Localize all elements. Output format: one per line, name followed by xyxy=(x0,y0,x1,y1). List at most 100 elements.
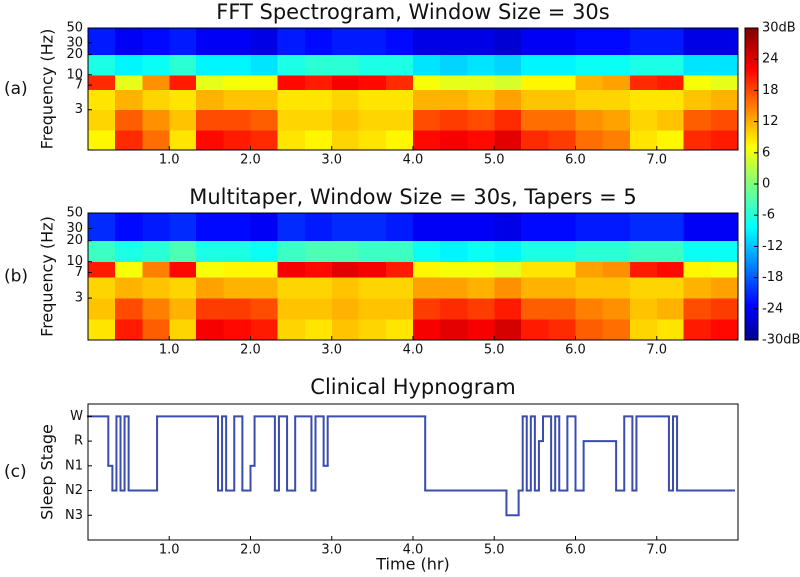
heat-cell xyxy=(277,109,306,131)
heat-cell xyxy=(331,129,360,151)
heat-cell xyxy=(521,89,550,111)
heat-cell xyxy=(656,54,685,76)
heat-cell xyxy=(467,261,495,278)
heat-cell xyxy=(114,74,143,91)
heat-cell xyxy=(250,74,278,91)
heat-cell xyxy=(277,74,306,91)
heat-cell xyxy=(575,319,603,341)
heat-cell xyxy=(223,298,251,320)
heat-cell xyxy=(575,261,603,278)
x-tick-label: 6.0 xyxy=(565,153,586,168)
heat-cell xyxy=(142,54,170,76)
plot-frame xyxy=(87,212,739,341)
heat-cell xyxy=(88,89,116,111)
heat-cell xyxy=(114,319,143,341)
heat-cell xyxy=(656,89,685,111)
heat-cell xyxy=(277,129,306,151)
heat-cell xyxy=(683,240,712,263)
heat-cell xyxy=(683,89,712,111)
heat-cell xyxy=(656,261,685,278)
heat-cell xyxy=(142,28,170,56)
heat-cell xyxy=(304,109,333,131)
heat-cell xyxy=(521,109,550,131)
heat-cell xyxy=(331,74,360,91)
x-tick-label: 3.0 xyxy=(321,343,342,358)
heat-cell xyxy=(277,213,306,242)
heat-cell xyxy=(114,277,143,299)
y-tick-label: 3 xyxy=(75,291,83,306)
heat-cell xyxy=(386,213,414,242)
heat-cell xyxy=(494,213,522,242)
heat-cell xyxy=(304,129,333,151)
heat-cell xyxy=(629,319,658,341)
heat-cell xyxy=(250,54,278,76)
heat-cell xyxy=(331,28,360,56)
heat-cell xyxy=(331,319,360,341)
y-tick-label: N1 xyxy=(65,458,83,473)
heat-cell xyxy=(142,109,170,131)
colorbar-tick-label: 6 xyxy=(762,145,770,160)
heat-cell xyxy=(494,261,522,278)
heat-cell xyxy=(656,213,685,242)
heat-cell xyxy=(439,28,468,56)
y-tick-label: 30 xyxy=(66,35,83,50)
x-tick-label: 5.0 xyxy=(484,543,505,558)
heat-cell xyxy=(548,240,576,263)
heat-cell xyxy=(413,54,441,76)
y-tick-label: 7 xyxy=(75,78,83,93)
y-tick-label: N2 xyxy=(65,483,83,498)
heat-cell xyxy=(711,213,739,242)
heat-cell xyxy=(223,129,251,151)
heat-cell xyxy=(88,129,116,151)
heat-cell xyxy=(656,240,685,263)
y-tick-label: 10 xyxy=(66,67,83,82)
y-tick-label: 50 xyxy=(66,21,83,36)
heat-cell xyxy=(304,277,333,299)
heat-cell xyxy=(358,261,387,278)
y-tick-label: R xyxy=(74,434,83,449)
heat-cell xyxy=(169,54,197,76)
heat-cell xyxy=(250,129,278,151)
heat-cell xyxy=(358,54,387,76)
heat-cell xyxy=(169,298,197,320)
heat-cell xyxy=(711,74,739,91)
heat-cell xyxy=(304,319,333,341)
heat-cell xyxy=(548,28,576,56)
heat-cell xyxy=(142,298,170,320)
heat-cell xyxy=(439,89,468,111)
heat-cell xyxy=(142,74,170,91)
heat-cell xyxy=(386,277,414,299)
heat-cell xyxy=(711,89,739,111)
heat-cell xyxy=(169,89,197,111)
heat-cell xyxy=(467,54,495,76)
heat-cell xyxy=(683,213,712,242)
y-axis-label: Frequency (Hz) xyxy=(38,29,57,150)
heat-cell xyxy=(196,28,225,56)
heat-cell xyxy=(331,240,360,263)
heat-cell xyxy=(629,89,658,111)
heat-cell xyxy=(711,54,739,76)
x-tick-label: 5.0 xyxy=(484,153,505,168)
y-tick-label: 20 xyxy=(66,47,83,62)
heat-cell xyxy=(114,240,143,263)
x-axis-label: Time (hr) xyxy=(375,555,449,574)
heat-cell xyxy=(575,54,603,76)
heat-cell xyxy=(548,109,576,131)
heat-cell xyxy=(575,109,603,131)
heat-cell xyxy=(331,89,360,111)
heat-cell xyxy=(304,89,333,111)
x-tick-label: 2.0 xyxy=(240,343,261,358)
heat-cell xyxy=(331,54,360,76)
heat-cell xyxy=(277,261,306,278)
heat-cell xyxy=(413,277,441,299)
heat-cell xyxy=(602,109,631,131)
heat-cell xyxy=(602,213,631,242)
heat-cell xyxy=(88,319,116,341)
y-tick-label: 3 xyxy=(75,102,83,117)
heat-cell xyxy=(114,28,143,56)
y-tick-label: W xyxy=(70,409,83,424)
heat-cell xyxy=(575,28,603,56)
heat-cell xyxy=(683,109,712,131)
heat-cell xyxy=(439,277,468,299)
heat-cell xyxy=(494,89,522,111)
